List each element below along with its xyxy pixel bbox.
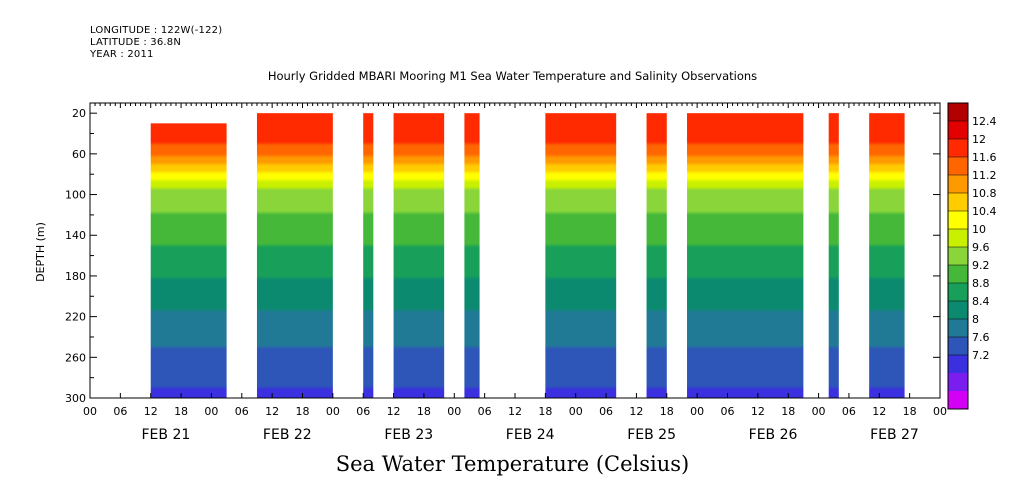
- x-hour-label: 12: [265, 405, 279, 418]
- x-hour-label: 18: [660, 405, 674, 418]
- x-day-label: FEB 27: [870, 427, 919, 443]
- data-segment-2: [256, 113, 333, 398]
- data-segment-9: [828, 113, 839, 398]
- plot-area: [89, 102, 941, 399]
- colorbar-label: 10.4: [972, 205, 997, 218]
- x-hour-label: 00: [569, 405, 583, 418]
- colorbar-label: 7.6: [972, 331, 990, 344]
- x-hour-label: 06: [235, 405, 249, 418]
- colorbar-label: 11.2: [972, 169, 997, 182]
- colorbar-swatch: [948, 229, 968, 248]
- data-segment-3: [363, 113, 374, 398]
- data-segment-4: [393, 113, 445, 398]
- data-segment-10: [869, 113, 905, 398]
- colorbar-label: 9.6: [972, 241, 990, 254]
- colorbar-label: 10: [972, 223, 986, 236]
- colorbar-swatch: [948, 355, 968, 374]
- latitude-label: LATITUDE : 36.8N: [90, 37, 182, 48]
- x-hour-label: 12: [629, 405, 643, 418]
- y-tick-label: 140: [65, 229, 86, 242]
- y-tick-label: 100: [65, 189, 86, 202]
- colorbar-swatch: [948, 247, 968, 266]
- colorbar-swatch: [948, 283, 968, 302]
- x-hour-label: 06: [113, 405, 127, 418]
- colorbar-swatch: [948, 301, 968, 320]
- x-hour-label: 18: [296, 405, 310, 418]
- x-day-label: FEB 24: [506, 427, 555, 443]
- x-hour-label: 12: [508, 405, 522, 418]
- x-hour-label: 06: [599, 405, 613, 418]
- colorbar-swatch: [948, 139, 968, 158]
- colorbar-swatch: [948, 337, 968, 356]
- x-day-label: FEB 25: [627, 427, 676, 443]
- colorbar-label: 11.6: [972, 151, 997, 164]
- x-hour-label: 18: [417, 405, 431, 418]
- x-hour-label: 18: [174, 405, 188, 418]
- y-tick-label: 20: [72, 107, 86, 120]
- x-hour-label: 00: [690, 405, 704, 418]
- x-day-label: FEB 26: [749, 427, 798, 443]
- colorbar-label: 10.8: [972, 187, 997, 200]
- data-segment-1: [150, 123, 227, 399]
- colorbar-label: 9.2: [972, 259, 990, 272]
- colorbar-swatch: [948, 157, 968, 176]
- x-hour-label: 00: [83, 405, 97, 418]
- x-hour-label: 12: [144, 405, 158, 418]
- colorbar-swatch: [948, 319, 968, 338]
- y-tick-label: 60: [72, 148, 86, 161]
- y-tick-label: 300: [65, 392, 86, 405]
- x-axis: 00 06 12 18 FEB 21 00 06 12 18 FEB 22 00 06 12 18 FEB …: [83, 393, 947, 443]
- colorbar-frame: [947, 102, 969, 410]
- x-hour-label: 00: [204, 405, 218, 418]
- x-hour-label: 00: [447, 405, 461, 418]
- x-hour-label: 18: [903, 405, 917, 418]
- x-hour-label: 12: [387, 405, 401, 418]
- x-hour-label: 12: [872, 405, 886, 418]
- colorbar-swatch: [948, 265, 968, 284]
- y-axis-label: DEPTH (m): [34, 222, 47, 282]
- colorbar-swatch: [948, 193, 968, 212]
- longitude-label: LONGITUDE : 122W(-122): [90, 25, 223, 36]
- y-tick-label: 220: [65, 311, 86, 324]
- x-hour-label: 00: [933, 405, 947, 418]
- x-hour-label: 06: [842, 405, 856, 418]
- x-hour-label: 12: [751, 405, 765, 418]
- colorbar-label: 8: [972, 313, 979, 326]
- x-hour-label: 06: [721, 405, 735, 418]
- colorbar-label: 7.2: [972, 349, 990, 362]
- y-tick-label: 180: [65, 270, 86, 283]
- data-segment-5: [464, 113, 480, 398]
- y-tick-label: 260: [65, 351, 86, 364]
- chart-title: Hourly Gridded MBARI Mooring M1 Sea Wate…: [267, 69, 758, 83]
- x-hour-label: 00: [812, 405, 826, 418]
- variable-caption: Sea Water Temperature (Celsius): [335, 452, 690, 476]
- x-hour-label: 18: [538, 405, 552, 418]
- colorbar-swatch: [948, 373, 968, 392]
- colorbar-swatch: [948, 103, 968, 122]
- data-segment-8: [687, 113, 804, 398]
- colorbar-swatch: [948, 211, 968, 230]
- y-axis: 20 60 100 140 180 220 260 300: [65, 107, 940, 405]
- x-day-label: FEB 23: [384, 427, 433, 443]
- colorbar-label: 8.8: [972, 277, 990, 290]
- x-day-label: FEB 21: [142, 427, 191, 443]
- x-hour-label: 00: [326, 405, 340, 418]
- colorbar-swatch: [948, 175, 968, 194]
- colorbar-swatch: [948, 121, 968, 140]
- x-hour-label: 06: [356, 405, 370, 418]
- x-hour-label: 18: [781, 405, 795, 418]
- colorbar-label: 8.4: [972, 295, 990, 308]
- x-hour-label: 06: [478, 405, 492, 418]
- colorbar: 12.4 12 11.6 11.2 10.8 10.4 10 9.6 9.2 8.8 8.4 8 7.6…: [947, 102, 997, 410]
- colorbar-label: 12.4: [972, 115, 997, 128]
- data-segment-7: [646, 113, 667, 398]
- x-day-label: FEB 22: [263, 427, 312, 443]
- data-segment-6: [545, 113, 617, 398]
- year-label: YEAR : 2011: [90, 49, 154, 60]
- colorbar-swatch: [948, 391, 968, 410]
- colorbar-label: 12: [972, 133, 986, 146]
